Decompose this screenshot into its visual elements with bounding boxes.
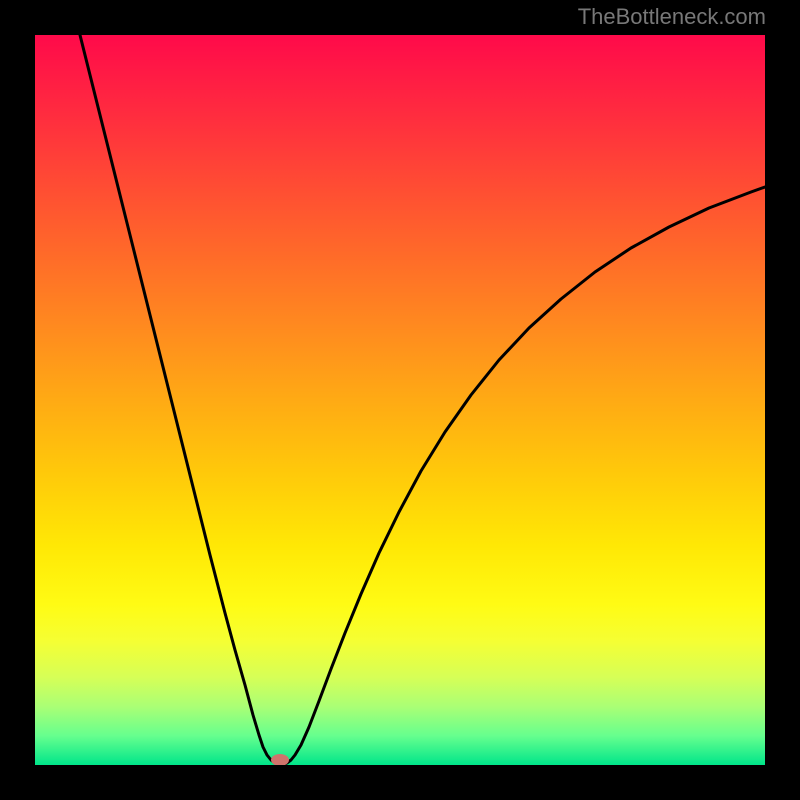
plot-area (35, 35, 765, 765)
chart-background (35, 35, 765, 765)
watermark-text: TheBottleneck.com (578, 4, 766, 30)
image-frame: TheBottleneck.com (0, 0, 800, 800)
chart-svg (35, 35, 765, 765)
